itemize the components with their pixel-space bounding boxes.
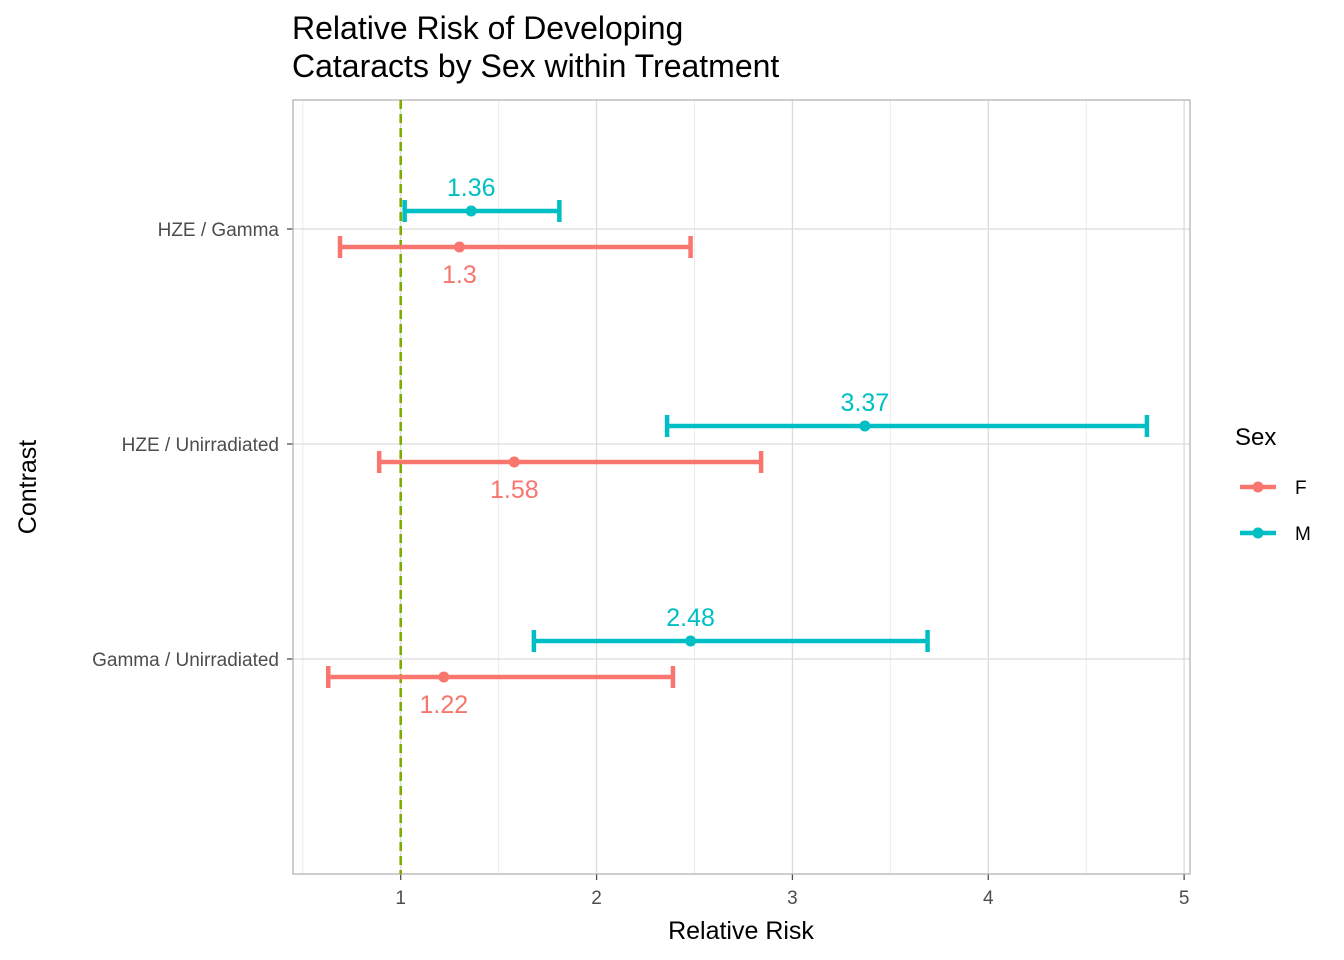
- y-tick-label: HZE / Gamma: [158, 220, 280, 241]
- data-point: [859, 420, 871, 432]
- data-label: 1.36: [447, 174, 496, 202]
- x-tick-label: 1: [395, 888, 406, 909]
- y-tick-label: HZE / Unirradiated: [122, 435, 279, 456]
- data-label: 3.37: [841, 389, 890, 417]
- x-tick-label: 5: [1179, 888, 1190, 909]
- data-label: 1.58: [490, 476, 539, 504]
- legend-label: M: [1295, 524, 1311, 545]
- x-tick-label: 4: [983, 888, 994, 909]
- data-point: [685, 635, 697, 647]
- data-label: 1.3: [442, 261, 477, 289]
- legend-title: Sex: [1235, 424, 1276, 451]
- x-axis-title: Relative Risk: [668, 917, 814, 945]
- legend: Sex F M: [1235, 424, 1311, 545]
- data-point: [465, 205, 477, 217]
- plot-area: 1 2 3 4 5 HZE / Gamma HZE / Unirradiated Gamma …: [92, 99, 1191, 909]
- legend-key-point: [1252, 481, 1264, 493]
- legend-label: F: [1295, 478, 1307, 499]
- data-point: [453, 241, 465, 253]
- x-tick-label: 3: [787, 888, 798, 909]
- chart-title-line-2: Cataracts by Sex within Treatment: [292, 48, 779, 84]
- data-label: 1.22: [419, 691, 468, 719]
- y-axis-title: Contrast: [14, 440, 42, 535]
- y-tick-label: Gamma / Unirradiated: [92, 650, 279, 671]
- legend-key-point: [1252, 527, 1264, 539]
- data-label: 2.48: [666, 604, 715, 632]
- data-point: [508, 456, 520, 468]
- chart-title-line-1: Relative Risk of Developing: [292, 10, 683, 46]
- data-point: [438, 671, 450, 683]
- x-tick-label: 2: [591, 888, 602, 909]
- plot-border: [292, 99, 1191, 875]
